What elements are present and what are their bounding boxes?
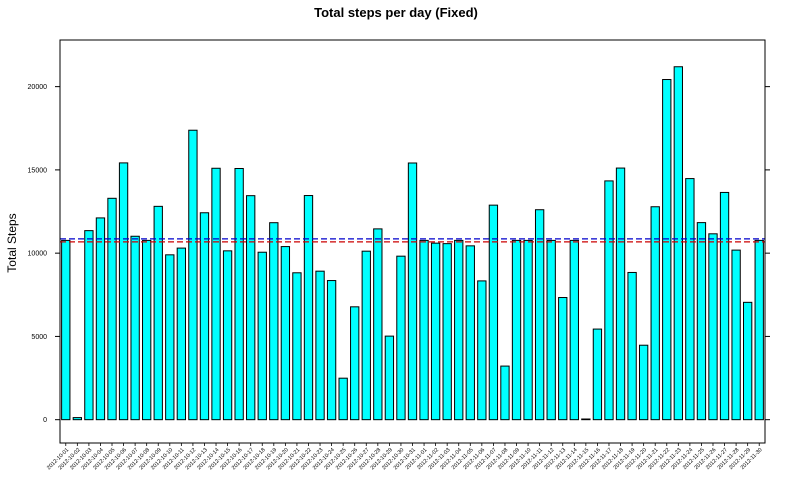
- bar-2012-11-09: [511, 239, 522, 421]
- bar-2012-11-13: [558, 297, 568, 421]
- bar-2012-11-11: [534, 209, 545, 421]
- bar-2012-10-24: [326, 280, 337, 421]
- bar-2012-11-10: [523, 239, 533, 421]
- bar-2012-10-09: [153, 205, 163, 421]
- bar-2012-11-21: [650, 206, 660, 421]
- bar-2012-11-16: [592, 328, 603, 421]
- bar-2012-11-06: [477, 280, 487, 421]
- y-axis-label: Total Steps: [5, 213, 19, 272]
- bar-2012-11-23: [673, 66, 683, 421]
- bar-2012-10-21: [292, 272, 302, 421]
- bar-2012-11-24: [685, 178, 695, 421]
- bar-2012-10-03: [84, 230, 94, 421]
- bar-2012-10-04: [95, 217, 106, 421]
- bar-2012-10-26: [350, 306, 360, 421]
- bar-2012-11-19: [627, 271, 637, 421]
- bar-2012-11-27: [719, 191, 730, 421]
- bar-2012-11-18: [615, 167, 626, 421]
- bar-2012-10-06: [118, 162, 129, 421]
- bar-2012-11-29: [743, 301, 753, 421]
- reference-lines-group: [60, 238, 765, 243]
- bar-2012-11-22: [662, 79, 672, 421]
- bar-2012-10-27: [361, 250, 371, 421]
- x-axis: 2012-10-012012-10-022012-10-032012-10-04…: [46, 443, 764, 471]
- y-tick-label: 20000: [28, 84, 48, 91]
- chart-title: Total steps per day (Fixed): [314, 5, 478, 20]
- bar-2012-11-04: [454, 239, 464, 421]
- bar-2012-10-13: [199, 212, 210, 421]
- y-axis: 0 5000 10000 15000 20000: [28, 84, 770, 424]
- bar-2012-10-14: [211, 167, 221, 421]
- bar-2012-10-08: [142, 239, 152, 421]
- bar-2012-10-29: [384, 335, 395, 421]
- bar-2012-11-08: [500, 365, 510, 421]
- bar-2012-11-25: [696, 222, 707, 421]
- bar-2012-10-02: [72, 417, 82, 421]
- bar-2012-10-11: [176, 247, 187, 421]
- bar-2012-10-31: [407, 162, 418, 421]
- bar-2012-10-25: [338, 377, 348, 421]
- bar-2012-11-02: [430, 242, 441, 421]
- bar-2012-10-17: [246, 195, 256, 421]
- bar-2012-11-14: [569, 239, 579, 421]
- bar-2012-10-05: [107, 197, 117, 421]
- y-tick-label: 10000: [28, 251, 48, 258]
- bar-2012-10-28: [373, 228, 383, 421]
- bar-2012-10-01: [61, 239, 71, 421]
- y-tick-label: 5000: [31, 334, 47, 341]
- bar-2012-11-12: [546, 239, 556, 421]
- bar-2012-11-03: [442, 243, 452, 421]
- bar-2012-10-22: [303, 195, 314, 421]
- bar-2012-11-17: [604, 180, 614, 421]
- bar-2012-10-23: [315, 270, 325, 421]
- bar-2012-11-05: [465, 245, 475, 421]
- bar-2012-11-20: [638, 344, 649, 421]
- bar-2012-10-10: [165, 254, 175, 421]
- bar-2012-10-19: [269, 222, 279, 421]
- bar-2012-10-15: [222, 250, 233, 421]
- bar-2012-10-16: [234, 167, 244, 421]
- bar-2012-10-30: [396, 255, 406, 421]
- bar-2012-11-15: [581, 418, 591, 421]
- bar-2012-11-26: [708, 233, 718, 421]
- bar-2012-10-20: [280, 246, 291, 421]
- bar-2012-11-28: [731, 249, 741, 421]
- bar-2012-11-30: [754, 239, 764, 421]
- y-tick-label: 15000: [28, 167, 48, 174]
- bar-2012-10-07: [130, 235, 140, 421]
- bar-2012-10-18: [257, 251, 267, 421]
- bars-group: [61, 66, 764, 421]
- bar-2012-10-12: [188, 129, 198, 421]
- bar-2012-11-07: [488, 204, 499, 421]
- bar-2012-11-01: [419, 239, 429, 421]
- y-tick-label: 0: [43, 417, 47, 424]
